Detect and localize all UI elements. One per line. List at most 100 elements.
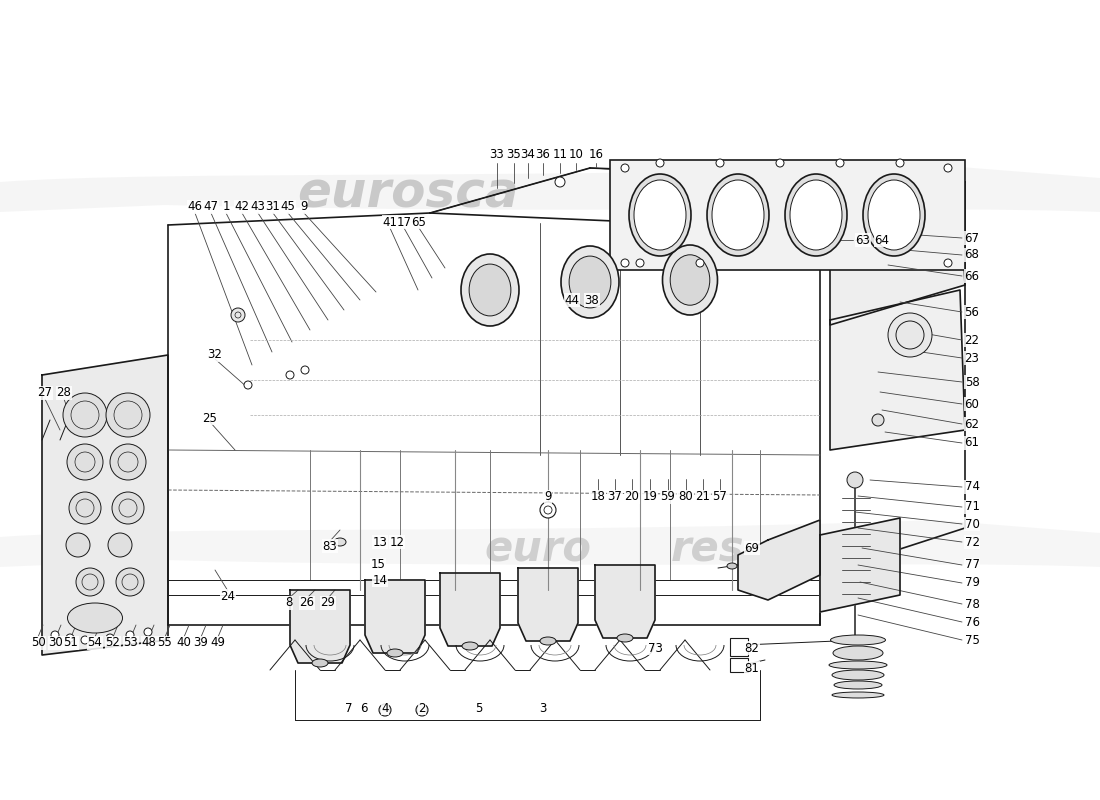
Ellipse shape [617, 634, 632, 642]
Text: 27: 27 [37, 386, 53, 399]
Text: 39: 39 [194, 637, 208, 650]
Ellipse shape [868, 180, 920, 250]
Text: 50: 50 [31, 637, 45, 650]
Ellipse shape [634, 180, 686, 250]
Text: 49: 49 [210, 637, 225, 650]
Text: 55: 55 [157, 637, 173, 650]
Text: 59: 59 [661, 490, 675, 503]
Circle shape [944, 259, 952, 267]
Polygon shape [440, 573, 500, 646]
Circle shape [888, 313, 932, 357]
Bar [730, 658, 748, 672]
Text: res: res [671, 528, 745, 570]
Circle shape [847, 472, 864, 488]
Circle shape [81, 636, 89, 644]
Text: 10: 10 [569, 149, 583, 162]
Ellipse shape [312, 659, 328, 667]
Text: 34: 34 [520, 149, 536, 162]
Text: 7: 7 [345, 702, 353, 714]
Ellipse shape [462, 642, 478, 650]
Text: 58: 58 [965, 375, 979, 389]
Text: 33: 33 [490, 149, 505, 162]
Text: 8: 8 [285, 597, 293, 610]
Text: 80: 80 [679, 490, 693, 503]
Text: 38: 38 [584, 294, 600, 306]
Text: 28: 28 [56, 386, 72, 399]
Circle shape [944, 164, 952, 172]
Text: 53: 53 [123, 637, 139, 650]
Text: 76: 76 [965, 615, 979, 629]
Text: 81: 81 [745, 662, 759, 674]
Text: 9: 9 [544, 490, 552, 503]
Text: 64: 64 [874, 234, 890, 246]
Text: 44: 44 [564, 294, 580, 306]
Text: 21: 21 [695, 490, 711, 503]
Ellipse shape [727, 563, 737, 569]
Text: 32: 32 [208, 349, 222, 362]
Circle shape [556, 177, 565, 187]
Circle shape [69, 492, 101, 524]
Text: 57: 57 [713, 490, 727, 503]
Text: 29: 29 [320, 597, 336, 610]
Ellipse shape [569, 256, 611, 308]
Text: 73: 73 [648, 642, 662, 654]
Circle shape [67, 444, 103, 480]
Ellipse shape [790, 180, 842, 250]
Text: 61: 61 [965, 437, 979, 450]
Text: 30: 30 [48, 637, 64, 650]
Text: 26: 26 [299, 597, 315, 610]
Circle shape [896, 159, 904, 167]
Text: 36: 36 [536, 149, 550, 162]
Ellipse shape [864, 174, 925, 256]
Text: 74: 74 [965, 481, 979, 494]
Polygon shape [820, 518, 900, 612]
Circle shape [540, 502, 556, 518]
Ellipse shape [712, 180, 764, 250]
Text: 4: 4 [382, 702, 388, 714]
PathPatch shape [0, 520, 1100, 567]
Polygon shape [595, 565, 654, 638]
Ellipse shape [833, 646, 883, 660]
Text: 9: 9 [300, 201, 308, 214]
Text: euro: euro [484, 528, 591, 570]
Text: 35: 35 [507, 149, 521, 162]
Polygon shape [42, 355, 168, 655]
Text: 83: 83 [322, 539, 338, 553]
Ellipse shape [67, 603, 122, 633]
Text: 78: 78 [965, 598, 979, 610]
Circle shape [379, 704, 390, 716]
Circle shape [108, 533, 132, 557]
Circle shape [286, 371, 294, 379]
Polygon shape [518, 568, 578, 641]
PathPatch shape [0, 165, 1100, 212]
Circle shape [621, 259, 629, 267]
Ellipse shape [387, 649, 403, 657]
Text: 60: 60 [965, 398, 979, 410]
Circle shape [144, 628, 152, 636]
Circle shape [106, 634, 114, 642]
Ellipse shape [829, 661, 887, 669]
Text: 54: 54 [88, 637, 102, 650]
Ellipse shape [670, 254, 710, 305]
Text: 66: 66 [965, 270, 979, 282]
Circle shape [656, 159, 664, 167]
Circle shape [244, 381, 252, 389]
Ellipse shape [540, 637, 556, 645]
Text: 3: 3 [539, 702, 547, 714]
Text: 42: 42 [234, 201, 250, 214]
Text: 24: 24 [220, 590, 235, 602]
Text: 62: 62 [965, 418, 979, 430]
Text: 19: 19 [642, 490, 658, 503]
Circle shape [416, 704, 428, 716]
Ellipse shape [561, 246, 619, 318]
Text: eurosca: eurosca [297, 170, 518, 218]
Text: 37: 37 [607, 490, 623, 503]
Text: 47: 47 [204, 201, 219, 214]
Circle shape [110, 444, 146, 480]
Circle shape [776, 159, 784, 167]
Circle shape [231, 308, 245, 322]
Ellipse shape [832, 692, 884, 698]
Text: 46: 46 [187, 201, 202, 214]
Polygon shape [290, 590, 350, 663]
Text: 43: 43 [251, 201, 265, 214]
